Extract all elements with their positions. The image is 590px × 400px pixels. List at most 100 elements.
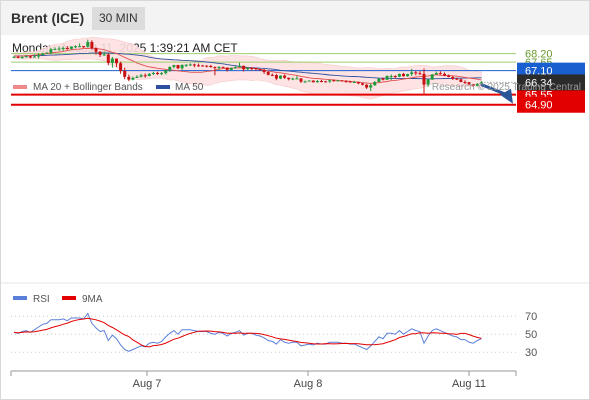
candle bbox=[151, 71, 155, 75]
level-label-support: 64.90 bbox=[525, 100, 553, 112]
candle-body bbox=[254, 68, 258, 70]
candle bbox=[389, 74, 393, 80]
candle bbox=[45, 52, 49, 54]
candle-body bbox=[438, 73, 442, 75]
rsi-tick-label: 30 bbox=[525, 347, 537, 359]
candle bbox=[164, 69, 168, 75]
timeframe-button[interactable]: 30 MIN bbox=[92, 7, 145, 30]
candle-body bbox=[45, 52, 49, 54]
legend-label-rsi: RSI bbox=[33, 294, 50, 305]
candle bbox=[78, 43, 82, 48]
candle-body bbox=[258, 69, 262, 71]
candle bbox=[143, 73, 147, 78]
candle bbox=[156, 71, 159, 75]
rsi-pane: 70 50 30 RSI 9MA bbox=[11, 294, 537, 359]
candle bbox=[242, 65, 246, 72]
candle-body bbox=[139, 75, 143, 77]
candle-body bbox=[168, 66, 172, 71]
instrument-title: Brent (ICE) bbox=[11, 10, 85, 26]
candle bbox=[344, 80, 348, 83]
candle-body bbox=[209, 65, 213, 68]
candle-body bbox=[443, 73, 446, 76]
candle bbox=[197, 63, 200, 67]
candle-body bbox=[242, 65, 246, 70]
candle bbox=[254, 67, 258, 71]
candle-body bbox=[274, 75, 278, 79]
candle-body bbox=[336, 80, 340, 82]
legend-label-ma50: MA 50 bbox=[175, 82, 204, 93]
candle bbox=[147, 73, 151, 77]
rsi-series-9ma bbox=[13, 317, 482, 348]
candle-body bbox=[406, 74, 410, 77]
candle bbox=[418, 71, 422, 75]
candle bbox=[16, 55, 20, 59]
candle bbox=[430, 73, 434, 80]
legend-swatch-bollinger bbox=[13, 85, 27, 89]
candle-body bbox=[475, 83, 479, 86]
candle bbox=[74, 45, 77, 49]
candle-body bbox=[119, 63, 123, 71]
candle-body bbox=[156, 72, 159, 75]
candle-body bbox=[332, 80, 336, 82]
candle-body bbox=[377, 78, 381, 82]
candle-body bbox=[12, 56, 16, 58]
candle bbox=[119, 61, 123, 74]
candle bbox=[291, 77, 295, 81]
candle-body bbox=[33, 56, 36, 58]
candle bbox=[426, 79, 430, 87]
candle bbox=[455, 78, 459, 81]
candle-body bbox=[188, 64, 192, 66]
candle bbox=[361, 82, 364, 86]
candle-body bbox=[61, 48, 65, 50]
candle bbox=[258, 68, 262, 71]
candle-body bbox=[102, 54, 106, 56]
candle bbox=[463, 80, 467, 84]
candle bbox=[406, 73, 410, 77]
candle bbox=[274, 73, 278, 81]
candle bbox=[184, 64, 188, 67]
candle-body bbox=[82, 46, 86, 48]
candle bbox=[110, 57, 114, 68]
candle bbox=[471, 83, 475, 87]
candle-body bbox=[340, 80, 344, 82]
candle bbox=[115, 58, 118, 67]
candle-body bbox=[324, 81, 328, 83]
candle bbox=[37, 53, 41, 59]
candle bbox=[270, 73, 274, 77]
legend-label-9ma: 9MA bbox=[82, 294, 103, 305]
candle-body bbox=[295, 78, 299, 80]
candle-body bbox=[197, 65, 200, 67]
candle-body bbox=[467, 82, 471, 85]
candle-body bbox=[455, 78, 459, 80]
level-tag-support bbox=[517, 96, 585, 113]
candle bbox=[348, 80, 352, 83]
candle bbox=[213, 66, 217, 76]
candle-body bbox=[279, 75, 282, 79]
candle bbox=[443, 72, 446, 77]
candle-body bbox=[434, 73, 438, 75]
candle bbox=[209, 64, 213, 68]
candle-body bbox=[201, 65, 205, 67]
candle bbox=[65, 45, 69, 50]
candle bbox=[69, 46, 73, 50]
candle-body bbox=[451, 76, 455, 79]
candle-body bbox=[352, 81, 356, 83]
candle bbox=[61, 46, 65, 51]
candle bbox=[135, 75, 139, 78]
candle bbox=[356, 81, 360, 85]
candle bbox=[340, 79, 344, 82]
candle bbox=[299, 78, 303, 84]
candle bbox=[393, 75, 397, 79]
candle bbox=[381, 77, 385, 81]
candle-body bbox=[463, 81, 467, 83]
candle-body bbox=[344, 81, 348, 83]
candle bbox=[201, 64, 205, 67]
legend-swatch-ma50 bbox=[156, 85, 170, 89]
candle-body bbox=[225, 67, 229, 70]
candle-body bbox=[127, 76, 131, 80]
candle-body bbox=[49, 49, 53, 53]
candle bbox=[106, 53, 110, 66]
candle bbox=[422, 68, 426, 95]
candle-body bbox=[311, 80, 315, 83]
candle bbox=[86, 39, 90, 48]
